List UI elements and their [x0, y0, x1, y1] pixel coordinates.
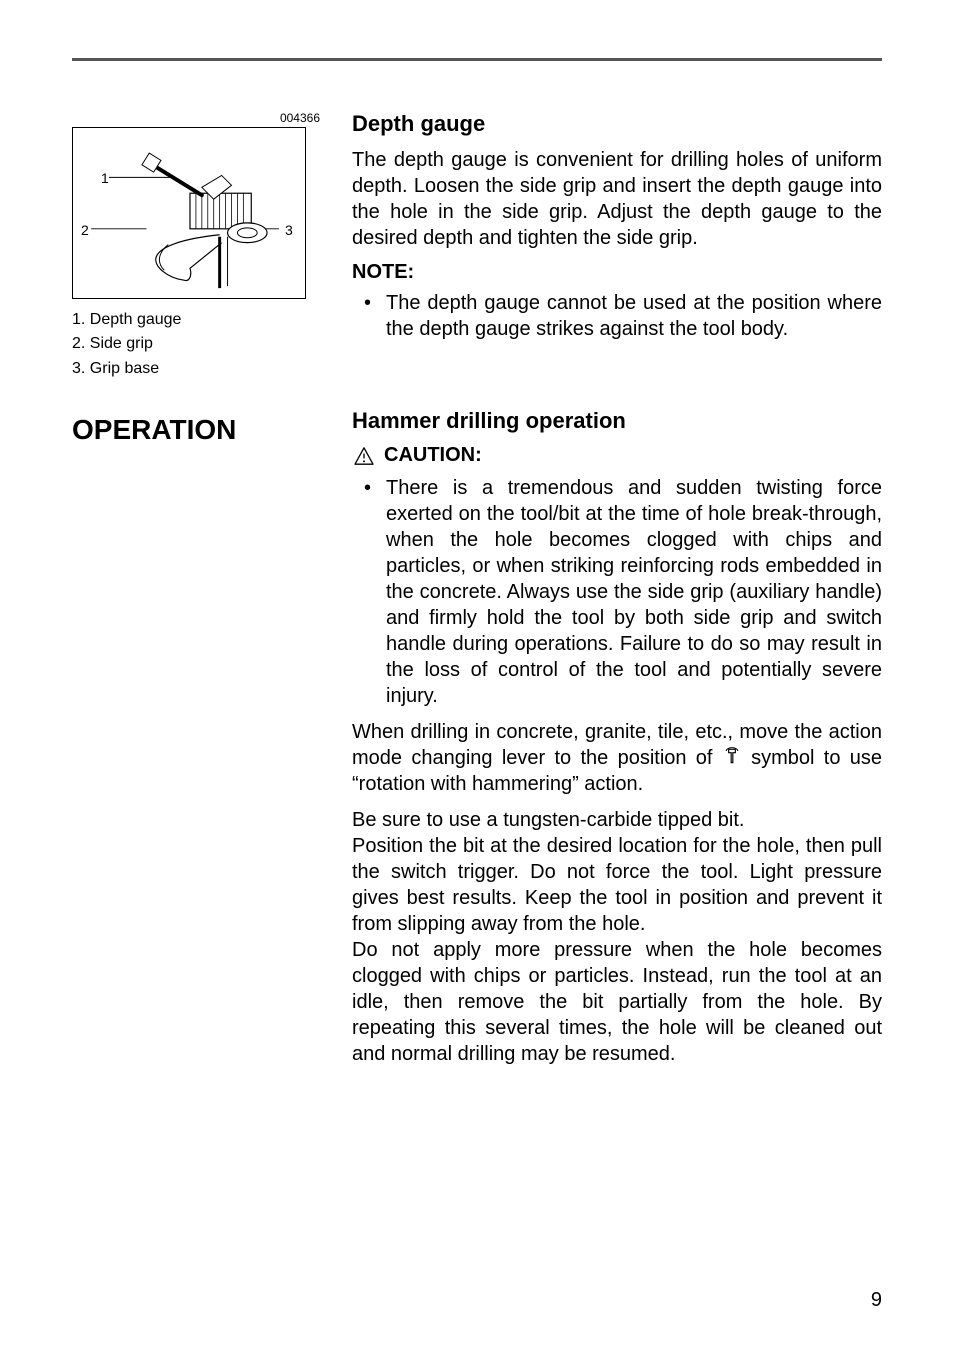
row-operation: OPERATION Hammer drilling operation CAUT…: [72, 408, 882, 1077]
legend-item-3: 3. Grip base: [72, 358, 324, 380]
legend-label-1: Depth gauge: [90, 311, 182, 328]
para-depth-gauge: The depth gauge is convenient for drilli…: [352, 147, 882, 251]
legend-num-3: 3.: [72, 360, 85, 377]
note-bullet: The depth gauge cannot be used at the po…: [352, 290, 882, 342]
caution-bullet: There is a tremendous and sudden twistin…: [352, 475, 882, 709]
row-depth-gauge: 004366 1 2 3: [72, 111, 882, 382]
legend-label-2: Side grip: [90, 335, 153, 352]
legend-num-2: 2.: [72, 335, 85, 352]
left-column-figure: 004366 1 2 3: [72, 111, 324, 382]
para-clogged-hole: Do not apply more pressure when the hole…: [352, 937, 882, 1067]
para-mode-change: When drilling in concrete, granite, tile…: [352, 719, 882, 797]
legend-label-3: Grip base: [90, 360, 159, 377]
page: 004366 1 2 3: [0, 0, 954, 1352]
figure-illustration: [73, 128, 305, 298]
right-column-operation: Hammer drilling operation CAUTION: There…: [352, 408, 882, 1077]
hammer-rotation-icon: [722, 746, 742, 766]
figure-legend: 1. Depth gauge 2. Side grip 3. Grip base: [72, 309, 324, 380]
section-heading-operation: OPERATION: [72, 414, 324, 446]
para-position-bit: Position the bit at the desired location…: [352, 833, 882, 937]
warning-icon: [354, 447, 374, 465]
caution-line: CAUTION:: [352, 444, 882, 467]
figure-box: 1 2 3: [72, 127, 306, 299]
figure-id: 004366: [72, 111, 324, 125]
page-number: 9: [871, 1289, 882, 1312]
legend-item-1: 1. Depth gauge: [72, 309, 324, 331]
legend-num-1: 1.: [72, 311, 85, 328]
legend-item-2: 2. Side grip: [72, 333, 324, 355]
note-label: NOTE:: [352, 261, 882, 284]
heading-hammer-drilling: Hammer drilling operation: [352, 408, 882, 434]
right-column-depth-gauge: Depth gauge The depth gauge is convenien…: [352, 111, 882, 352]
heading-depth-gauge: Depth gauge: [352, 111, 882, 137]
left-column-operation: OPERATION: [72, 408, 324, 446]
para-tungsten-bit: Be sure to use a tungsten-carbide tipped…: [352, 807, 882, 833]
caution-label: CAUTION:: [384, 444, 482, 467]
top-rule: [72, 58, 882, 61]
